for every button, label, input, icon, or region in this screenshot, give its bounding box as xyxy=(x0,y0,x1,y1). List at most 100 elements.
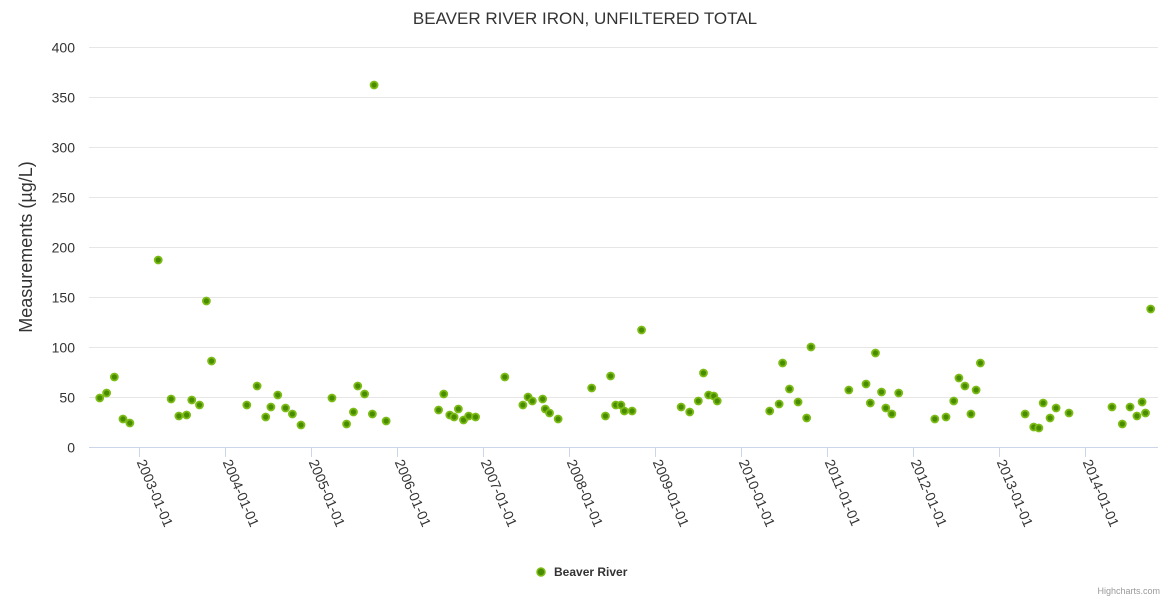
data-point[interactable] xyxy=(954,373,964,383)
data-point[interactable] xyxy=(966,409,976,419)
legend-item-beaver-river[interactable]: Beaver River xyxy=(536,565,628,579)
data-point[interactable] xyxy=(685,407,695,417)
data-point[interactable] xyxy=(606,371,615,381)
data-point[interactable] xyxy=(1038,398,1048,408)
data-point[interactable] xyxy=(887,409,897,419)
data-point[interactable] xyxy=(930,414,940,424)
data-point[interactable] xyxy=(774,399,784,409)
data-point[interactable] xyxy=(1141,408,1150,418)
y-axis-title: Measurements (µg/L) xyxy=(16,161,36,332)
data-point[interactable] xyxy=(1125,402,1135,412)
data-point[interactable] xyxy=(273,390,283,400)
data-point[interactable] xyxy=(1137,397,1147,407)
data-point[interactable] xyxy=(266,402,276,412)
data-point[interactable] xyxy=(553,414,563,424)
y-tick-label: 150 xyxy=(52,290,76,306)
data-point[interactable] xyxy=(865,398,875,408)
data-point[interactable] xyxy=(242,400,252,410)
data-point[interactable] xyxy=(367,409,377,419)
data-point[interactable] xyxy=(1051,403,1061,413)
data-point[interactable] xyxy=(182,410,192,420)
data-point[interactable] xyxy=(500,372,510,382)
data-point[interactable] xyxy=(1146,304,1156,314)
data-point[interactable] xyxy=(434,405,443,415)
data-point[interactable] xyxy=(118,414,128,424)
data-point[interactable] xyxy=(360,389,370,399)
data-point[interactable] xyxy=(785,384,794,394)
data-point[interactable] xyxy=(976,358,985,368)
data-point[interactable] xyxy=(765,406,775,416)
data-point[interactable] xyxy=(538,394,548,404)
data-point[interactable] xyxy=(349,407,358,417)
y-axis-labels: 0 50 100 150 200 250 300 350 400 xyxy=(52,40,76,456)
y-tick-label: 0 xyxy=(67,440,75,456)
chart-title: BEAVER RIVER IRON, UNFILTERED TOTAL xyxy=(413,9,757,28)
data-point[interactable] xyxy=(95,393,105,403)
data-point[interactable] xyxy=(1020,409,1030,419)
data-point[interactable] xyxy=(109,372,119,382)
data-point[interactable] xyxy=(464,411,474,421)
data-point[interactable] xyxy=(342,419,351,429)
data-point[interactable] xyxy=(844,385,854,395)
data-point[interactable] xyxy=(369,80,379,90)
data-point[interactable] xyxy=(802,413,812,423)
data-point[interactable] xyxy=(1132,411,1142,421)
data-point[interactable] xyxy=(449,412,459,422)
data-point[interactable] xyxy=(601,411,610,421)
data-point[interactable] xyxy=(187,395,197,405)
data-point[interactable] xyxy=(1107,402,1117,412)
data-point[interactable] xyxy=(587,383,597,393)
y-tick-label: 200 xyxy=(52,240,76,256)
data-point[interactable] xyxy=(201,296,211,306)
data-point[interactable] xyxy=(1045,413,1055,423)
data-point[interactable] xyxy=(174,411,184,421)
data-point[interactable] xyxy=(861,379,871,389)
data-point[interactable] xyxy=(627,406,637,416)
data-point[interactable] xyxy=(960,381,970,391)
data-point[interactable] xyxy=(676,402,686,412)
data-point[interactable] xyxy=(1034,423,1044,433)
data-point[interactable] xyxy=(881,403,891,413)
data-point[interactable] xyxy=(252,381,262,391)
data-point[interactable] xyxy=(778,358,788,368)
data-point[interactable] xyxy=(619,406,629,416)
data-point[interactable] xyxy=(806,342,816,352)
data-point[interactable] xyxy=(877,387,886,397)
credits-link[interactable]: Highcharts.com xyxy=(1097,586,1160,596)
grid-lines xyxy=(89,47,1158,398)
data-point[interactable] xyxy=(353,381,363,391)
y-tick-label: 250 xyxy=(52,190,76,206)
data-point[interactable] xyxy=(1064,408,1074,418)
data-point[interactable] xyxy=(153,255,163,265)
data-point[interactable] xyxy=(102,388,112,398)
data-point[interactable] xyxy=(637,325,646,335)
data-point[interactable] xyxy=(545,408,554,418)
data-point[interactable] xyxy=(287,409,297,419)
data-point[interactable] xyxy=(699,368,708,378)
data-point[interactable] xyxy=(871,348,880,358)
data-point[interactable] xyxy=(1117,419,1127,429)
data-point[interactable] xyxy=(894,388,904,398)
data-point[interactable] xyxy=(693,396,703,406)
data-point[interactable] xyxy=(195,400,204,410)
data-point[interactable] xyxy=(125,418,135,428)
data-point[interactable] xyxy=(207,356,216,366)
data-point[interactable] xyxy=(453,404,463,414)
data-point[interactable] xyxy=(261,412,271,422)
data-point[interactable] xyxy=(439,389,449,399)
data-point[interactable] xyxy=(471,412,480,422)
data-point[interactable] xyxy=(327,393,337,403)
data-point[interactable] xyxy=(941,412,951,422)
data-point[interactable] xyxy=(949,396,959,406)
data-point[interactable] xyxy=(971,385,981,395)
data-point[interactable] xyxy=(527,396,537,406)
data-point[interactable] xyxy=(381,416,391,426)
data-point[interactable] xyxy=(793,397,803,407)
data-point[interactable] xyxy=(296,420,306,430)
data-point[interactable] xyxy=(518,400,528,410)
data-point[interactable] xyxy=(166,394,176,404)
data-point[interactable] xyxy=(281,403,290,413)
data-point[interactable] xyxy=(712,396,722,406)
